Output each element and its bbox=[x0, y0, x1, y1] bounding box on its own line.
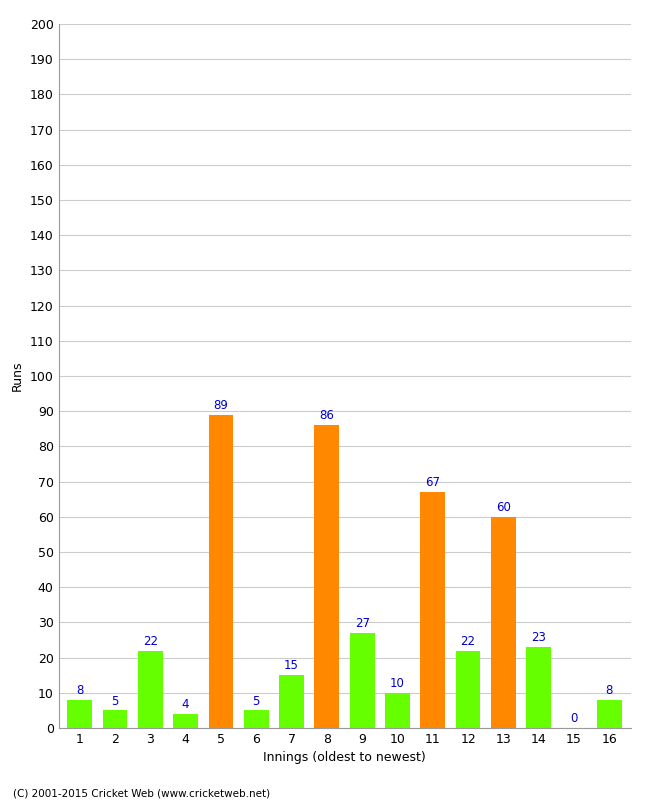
Bar bbox=[174, 714, 198, 728]
Bar bbox=[280, 675, 304, 728]
Bar bbox=[421, 492, 445, 728]
Text: 86: 86 bbox=[319, 410, 334, 422]
Text: 0: 0 bbox=[570, 712, 578, 725]
Text: 22: 22 bbox=[461, 634, 476, 648]
Text: 10: 10 bbox=[390, 677, 405, 690]
Bar bbox=[103, 710, 127, 728]
Bar bbox=[385, 693, 410, 728]
Bar bbox=[456, 650, 480, 728]
Bar bbox=[315, 426, 339, 728]
Text: 22: 22 bbox=[143, 634, 158, 648]
Text: 60: 60 bbox=[496, 501, 511, 514]
Bar bbox=[244, 710, 268, 728]
Bar bbox=[526, 647, 551, 728]
Text: 5: 5 bbox=[253, 694, 260, 707]
Bar bbox=[350, 633, 374, 728]
X-axis label: Innings (oldest to newest): Innings (oldest to newest) bbox=[263, 751, 426, 765]
Text: 27: 27 bbox=[355, 617, 370, 630]
Text: 89: 89 bbox=[213, 399, 228, 412]
Text: 8: 8 bbox=[76, 684, 83, 697]
Y-axis label: Runs: Runs bbox=[11, 361, 24, 391]
Text: 8: 8 bbox=[606, 684, 613, 697]
Bar bbox=[209, 414, 233, 728]
Bar bbox=[491, 517, 515, 728]
Bar bbox=[597, 700, 621, 728]
Bar bbox=[68, 700, 92, 728]
Text: (C) 2001-2015 Cricket Web (www.cricketweb.net): (C) 2001-2015 Cricket Web (www.cricketwe… bbox=[13, 788, 270, 798]
Bar bbox=[138, 650, 162, 728]
Text: 23: 23 bbox=[531, 631, 546, 644]
Text: 15: 15 bbox=[284, 659, 299, 672]
Text: 4: 4 bbox=[182, 698, 189, 711]
Text: 67: 67 bbox=[425, 476, 440, 490]
Text: 5: 5 bbox=[111, 694, 119, 707]
